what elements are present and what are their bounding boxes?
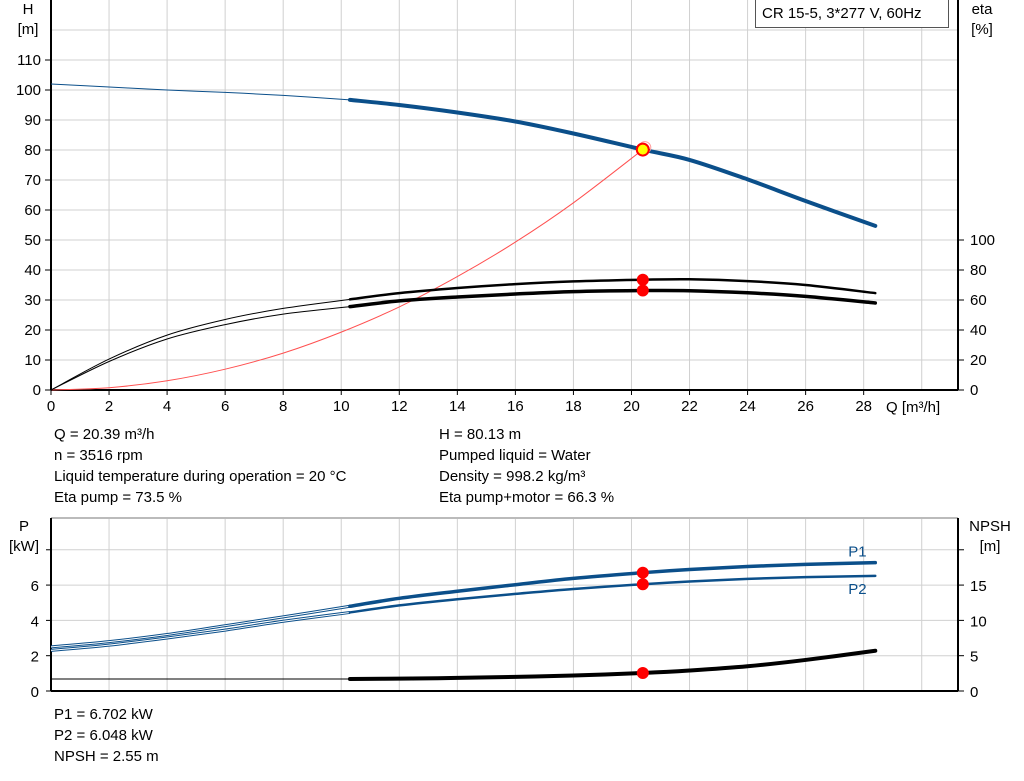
npsh-tick-label: 0 (970, 684, 978, 701)
q-tick-label: 12 (391, 398, 408, 415)
p1-curve-extrapolated-outline (50, 604, 351, 649)
info-p2: P2 = 6.048 kW (54, 727, 153, 744)
info-p1: P1 = 6.702 kW (54, 706, 153, 723)
p2-curve-extrapolated-inner (50, 611, 351, 651)
duty-info-left: Q = 20.39 m³/h n = 3516 rpm Liquid tempe… (54, 424, 346, 508)
head-curve (347, 97, 878, 228)
h-tick-label: 30 (24, 292, 41, 309)
info-flow: Q = 20.39 m³/h (54, 426, 155, 443)
eta-pump-curve (348, 277, 877, 301)
q-tick-label: 20 (623, 398, 640, 415)
q-tick-label: 2 (105, 398, 113, 415)
npsh-axis-label: NPSH [m] (962, 517, 1018, 557)
eta-tick-label: 20 (970, 352, 987, 369)
npsh-curve (347, 648, 878, 681)
h-tick-label: 110 (17, 52, 41, 69)
p-axis-label: P [kW] (4, 517, 44, 557)
info-pumped-liquid: Pumped liquid = Water (439, 447, 591, 464)
q-tick-label: 22 (681, 398, 698, 415)
head-curve-extrapolated (50, 83, 350, 101)
q-tick-label: 14 (449, 398, 466, 415)
q-tick-label: 16 (507, 398, 524, 415)
p2-curve (348, 574, 877, 614)
npsh-axis-label-name: NPSH (969, 518, 1011, 535)
q-tick-label: 28 (855, 398, 872, 415)
h-axis-label-unit: [m] (17, 21, 39, 38)
eta-pump-curve-extrapolated (50, 298, 351, 391)
p1-curve-extrapolated-inner (50, 605, 351, 648)
npsh-tick-label: 10 (970, 613, 987, 630)
eta-tick-label: 40 (970, 322, 987, 339)
eta-axis-label-name: eta (971, 1, 993, 18)
pump-title: CR 15-5, 3*277 V, 60Hz (755, 0, 949, 28)
eta-tick-label: 0 (970, 382, 978, 399)
npsh-tick-label: 5 (970, 649, 978, 666)
p1-curve (348, 560, 878, 609)
info-eta-pump: Eta pump = 73.5 % (54, 489, 182, 506)
h-tick-label: 20 (24, 322, 41, 339)
h-axis-label-name: H (22, 1, 34, 18)
npsh-tick-label: 15 (970, 578, 987, 595)
h-tick-label: 10 (24, 352, 41, 369)
h-tick-label: 70 (24, 172, 41, 189)
eta-pump-motor-curve (348, 288, 878, 309)
h-tick-label: 80 (24, 142, 41, 159)
eta-axis-label-unit: [%] (971, 21, 993, 38)
duty-point-marker (635, 142, 650, 157)
eta-pump-motor-curve-extrapolated (50, 306, 351, 391)
npsh-axis-label-unit: [m] (979, 538, 1001, 555)
info-eta-pump-motor: Eta pump+motor = 66.3 % (439, 489, 615, 506)
q-tick-label: 10 (333, 398, 350, 415)
eta-tick-label: 60 (970, 292, 987, 309)
duty-info-right: H = 80.13 m Pumped liquid = Water Densit… (439, 424, 614, 508)
q-tick-label: 18 (565, 398, 582, 415)
eta-tick-label: 80 (970, 262, 987, 279)
info-liquid-temperature: Liquid temperature during operation = 20… (54, 468, 347, 485)
power-info: P1 = 6.702 kW P2 = 6.048 kW NPSH = 2.55 … (54, 704, 159, 767)
system-curve (50, 149, 644, 391)
p-axis-label-unit: [kW] (9, 538, 39, 555)
h-tick-label: 50 (24, 232, 41, 249)
p2-duty-point (636, 578, 649, 591)
h-tick-label: 90 (24, 112, 41, 129)
eta-axis-label: eta [%] (962, 0, 1002, 40)
eta-tick-label: 100 (970, 232, 995, 249)
h-tick-label: 60 (24, 202, 41, 219)
h-axis-label: H [m] (8, 0, 48, 40)
p-tick-label: 0 (31, 684, 39, 701)
p-tick-label: 2 (31, 649, 39, 666)
q-tick-label: 24 (739, 398, 756, 415)
q-tick-label: 6 (221, 398, 229, 415)
eta-pump-duty-point (636, 273, 649, 286)
p2-series-label: P2 (848, 581, 866, 598)
info-head: H = 80.13 m (439, 426, 522, 443)
info-density: Density = 998.2 kg/m³ (439, 468, 586, 485)
top-grid (51, 0, 958, 390)
q-tick-label: 26 (797, 398, 814, 415)
q-tick-label: 0 (47, 398, 55, 415)
q-tick-label: 8 (279, 398, 287, 415)
info-speed: n = 3516 rpm (54, 447, 143, 464)
bottom-grid (51, 518, 958, 692)
npsh-duty-point (636, 666, 649, 679)
q-axis-label: Q [m³/h] (886, 399, 941, 416)
eta-pump-motor-duty-point (636, 284, 649, 297)
p-tick-label: 4 (31, 613, 39, 630)
p1-series-label: P1 (848, 544, 866, 561)
p-axis-label-name: P (18, 518, 29, 535)
q-tick-label: 4 (163, 398, 171, 415)
info-npsh: NPSH = 2.55 m (54, 748, 159, 765)
h-tick-label: 40 (24, 262, 41, 279)
h-tick-label: 0 (33, 382, 41, 399)
p-tick-label: 6 (31, 578, 39, 595)
h-tick-label: 100 (16, 82, 41, 99)
p1-duty-point (636, 566, 649, 579)
